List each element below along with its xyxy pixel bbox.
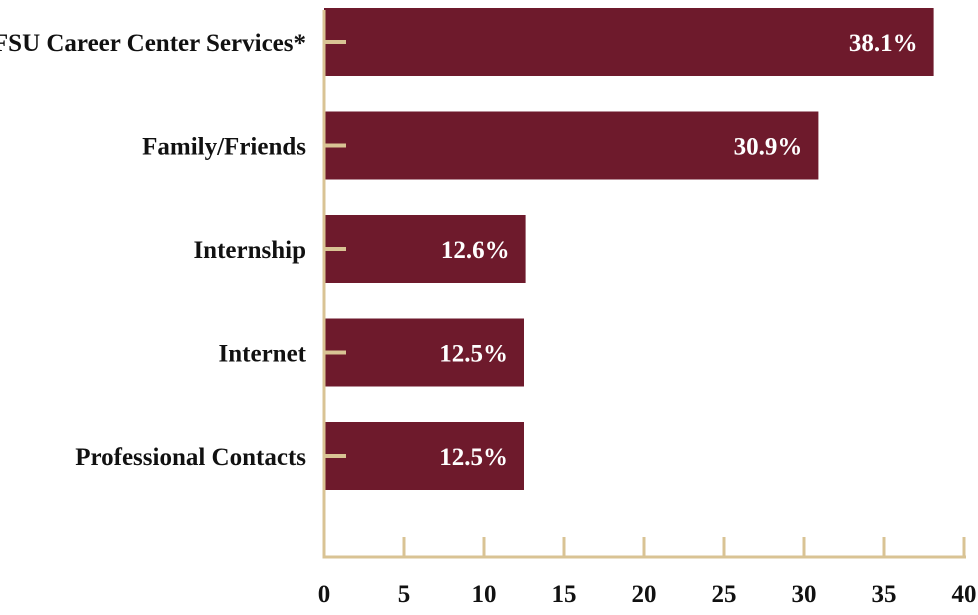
category-label: FSU Career Center Services* — [0, 30, 306, 57]
x-tick-label: 35 — [872, 581, 897, 608]
x-tick-label: 5 — [398, 581, 411, 608]
x-tick-label: 10 — [472, 581, 497, 608]
bar — [324, 318, 524, 387]
category-label: Internship — [193, 237, 306, 264]
x-tick-label: 25 — [712, 581, 737, 608]
bar-value-label: 12.6% — [441, 237, 510, 264]
bar — [324, 8, 934, 76]
x-tick-label: 20 — [632, 581, 657, 608]
bar — [324, 422, 524, 490]
bar-value-label: 30.9% — [734, 134, 803, 161]
bar — [324, 215, 526, 283]
bar-value-label: 12.5% — [439, 444, 508, 471]
x-tick-label: 30 — [792, 581, 817, 608]
axis-layer — [322, 10, 966, 559]
labels-layer: 38.1% FSU Career Center Services* 30.9% Fam… — [0, 30, 977, 608]
x-tick-label: 0 — [318, 581, 331, 608]
category-label: Professional Contacts — [75, 444, 306, 471]
x-tick-label: 40 — [952, 581, 977, 608]
category-label: Internet — [219, 341, 307, 368]
bar-value-label: 38.1% — [849, 30, 918, 57]
category-label: Family/Friends — [142, 134, 306, 161]
bars-layer — [324, 8, 934, 490]
bar — [324, 111, 819, 180]
bar-value-label: 12.5% — [439, 341, 508, 368]
x-tick-label: 15 — [552, 581, 577, 608]
